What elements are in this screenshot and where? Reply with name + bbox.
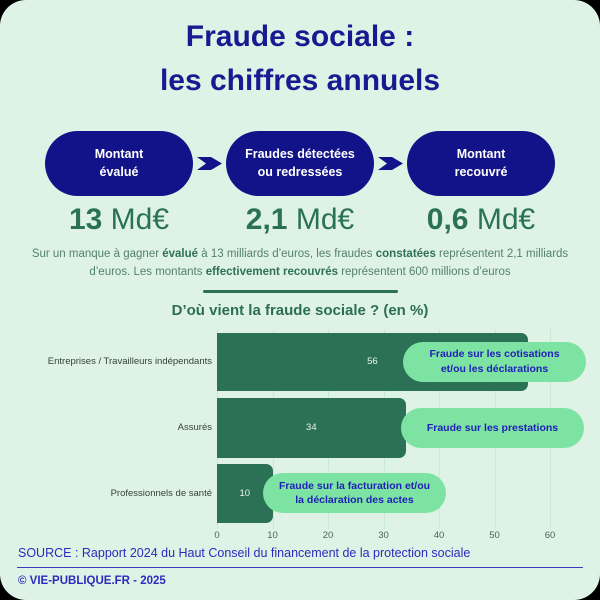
amount-value: 2,1 — [245, 203, 288, 236]
amounts-row: 13 Md€ 2,1 Md€ 0,6 Md€ — [0, 203, 600, 237]
category-label: Entreprises / Travailleurs indépendants — [47, 356, 212, 368]
source-text: SOURCE : Rapport 2024 du Haut Conseil du… — [18, 545, 471, 560]
desc-segment-bold: évalué — [162, 248, 199, 260]
desc-segment: représentent 600 millions d’euros — [338, 265, 511, 278]
copyright-text: © VIE-PUBLIQUE.FR - 2025 — [18, 574, 166, 587]
amount-unit: Md€ — [476, 203, 536, 236]
arrow-right-icon — [193, 155, 226, 172]
bar — [217, 397, 406, 458]
desc-segment: à 13 milliards d’euros, les fraudes — [198, 248, 376, 260]
desc-segment: Sur un manque à gagner — [31, 248, 163, 260]
amount-unit: Md€ — [295, 203, 355, 236]
section-divider — [202, 289, 398, 293]
annotation-pill: Fraude sur les cotisations et/ou les déc… — [403, 341, 586, 382]
category-label: Assurés — [177, 422, 212, 434]
x-tick-label: 10 — [267, 529, 278, 541]
amount-recouvre: 0,6 Md€ — [407, 203, 555, 237]
x-tick-label: 0 — [214, 529, 220, 541]
bar-value-label: 56 — [367, 356, 378, 368]
page-title-line2: les chiffres annuels — [159, 64, 441, 97]
amount-spacer — [374, 203, 407, 237]
annotation-pill: Fraude sur la facturation et/ou la décla… — [263, 473, 446, 514]
bar-chart: 0 10 20 30 40 50 60 Entreprises / Travailleurs … — [0, 328, 600, 543]
step-label-line: Montant — [456, 147, 506, 161]
amount-detecte: 2,1 Md€ — [226, 203, 374, 237]
amount-unit: Md€ — [110, 203, 170, 236]
x-tick-label: 30 — [378, 529, 389, 541]
footer-divider — [17, 566, 583, 568]
x-tick-label: 50 — [489, 529, 500, 541]
description-paragraph: Sur un manque à gagner évalué à 13 milli… — [24, 246, 576, 282]
amount-spacer — [193, 203, 226, 237]
steps-row: Montant évalué Fraudes détectées ou redr… — [0, 131, 600, 196]
step-label-line: Montant — [94, 147, 144, 161]
step-label-line: ou redressées — [257, 164, 343, 179]
step-label-line: recouvré — [454, 164, 508, 179]
amount-value: 0,6 — [426, 203, 469, 236]
desc-segment: représentent 2,1 milliards d’euros. Les … — [89, 248, 569, 278]
chart-title: D’où vient la fraude sociale ? (en %) — [171, 301, 429, 319]
bar-value-label: 10 — [239, 487, 251, 499]
x-tick-label: 20 — [322, 529, 334, 541]
bar-value-label: 34 — [306, 422, 317, 434]
step-pill-fraudes-detectees: Fraudes détectées ou redressées — [226, 131, 374, 196]
arrow-right-icon — [374, 155, 407, 172]
category-label: Professionnels de santé — [110, 487, 212, 499]
amount-value: 13 — [68, 203, 103, 236]
page-title: Fraude sociale : les chiffres annuels — [0, 0, 600, 103]
step-label-line: évalué — [99, 164, 139, 179]
annotation-pill: Fraude sur les prestations — [401, 407, 584, 448]
amount-evalue: 13 Md€ — [45, 203, 193, 237]
step-pill-montant-evalue: Montant évalué — [45, 131, 193, 196]
page-title-line1: Fraude sociale : — [185, 20, 415, 53]
x-tick-label: 60 — [544, 529, 556, 541]
step-label-line: Fraudes détectées — [245, 147, 355, 161]
desc-segment-bold: effectivement recouvrés — [205, 265, 339, 278]
x-tick-label: 40 — [433, 529, 445, 541]
step-pill-montant-recouvre: Montant recouvré — [407, 131, 555, 196]
desc-segment-bold: constatées — [375, 248, 436, 260]
